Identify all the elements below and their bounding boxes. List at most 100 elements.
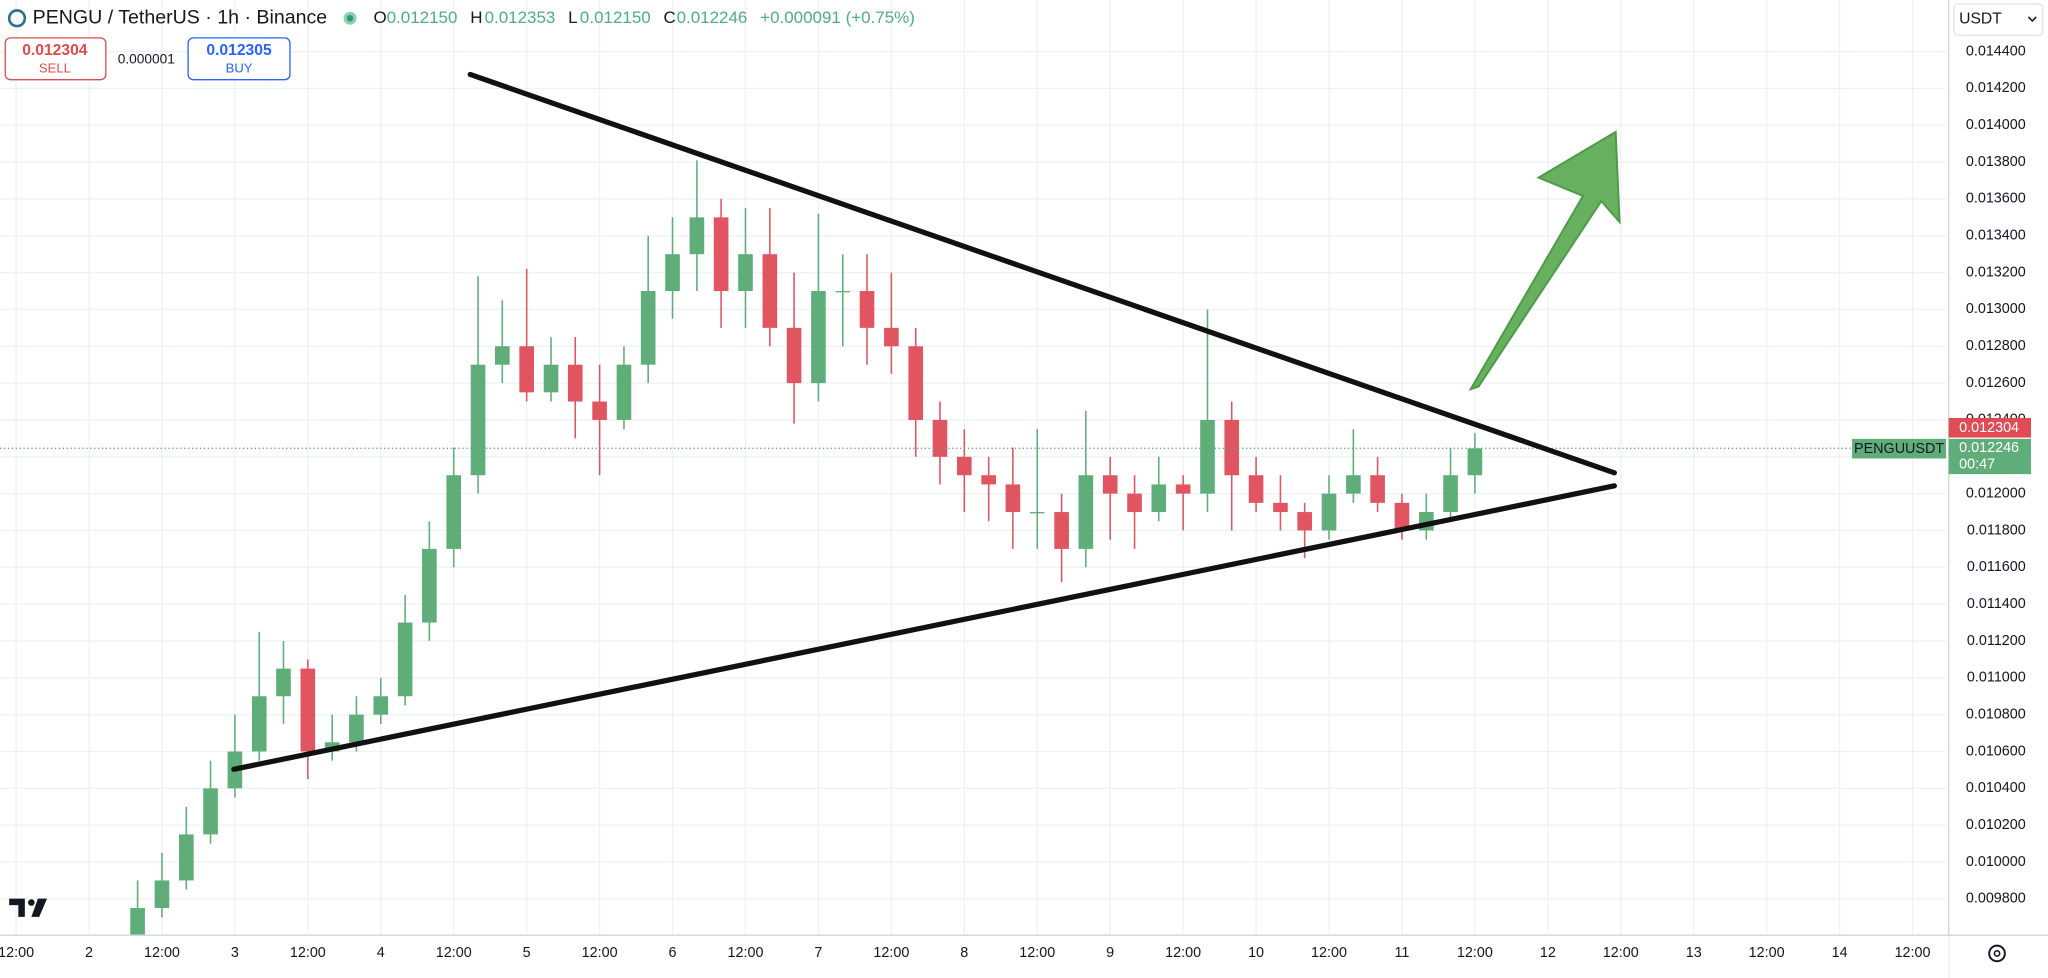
ask-tag-text: 0.012304 <box>1959 420 2019 436</box>
x-tick-label: 12:00 <box>290 945 326 961</box>
candle-body <box>1346 475 1361 494</box>
last-tag-text: 0.012246 <box>1959 440 2019 456</box>
y-tick-label: 0.013000 <box>1966 301 2026 317</box>
settings-gear <box>1988 944 2006 963</box>
logo-part <box>31 898 48 917</box>
symbol-tag-text: PENGUUSDT <box>1854 441 1944 457</box>
buy-button[interactable] <box>187 37 291 81</box>
y-tick-label: 0.011400 <box>1967 596 2026 612</box>
lower-trendline <box>231 483 1617 772</box>
candle-body <box>373 696 389 715</box>
x-tick-label: 12:00 <box>728 945 764 961</box>
candle-body <box>251 696 267 752</box>
candle-body <box>1054 512 1069 549</box>
x-tick-label: 12:00 <box>144 945 180 961</box>
candle-body <box>1151 484 1167 513</box>
x-tick-label: 2 <box>85 945 93 961</box>
candle-body <box>470 364 486 476</box>
candle-body <box>1248 475 1264 503</box>
last-tag <box>1948 438 2031 475</box>
candle-body <box>276 668 291 697</box>
candle-body <box>349 714 364 743</box>
candle-body <box>446 475 462 549</box>
x-tick-label: 6 <box>669 945 677 961</box>
y-tick-label: 0.011200 <box>1967 633 2026 649</box>
currency: USDT <box>1959 11 2002 28</box>
symbol-logo <box>7 9 27 28</box>
candle-body <box>567 364 583 402</box>
candle-body <box>713 217 729 292</box>
breakout-arrow <box>1468 130 1621 391</box>
time-axis-panel <box>0 935 1949 978</box>
candle-body <box>859 291 875 328</box>
change: +0.000091 (+0.75%) <box>760 8 915 27</box>
y-tick-label: 0.013600 <box>1966 191 2026 207</box>
candle-body <box>665 254 680 292</box>
x-tick-label: 12:00 <box>873 945 909 961</box>
candle-body <box>1005 484 1021 513</box>
symbol-tag <box>1852 438 1947 459</box>
candle-body <box>616 364 632 420</box>
x-tick-label: 4 <box>377 945 385 961</box>
x-tick-label: 14 <box>1832 945 1848 961</box>
buy-label: BUY <box>226 61 253 76</box>
candle-body <box>543 364 559 393</box>
candle-body <box>884 327 899 347</box>
candle-body <box>1200 419 1215 494</box>
axes: 0.009800 0.010000 0.010200 0.010400 0.010600… <box>0 43 2026 961</box>
y-tick-label: 0.010400 <box>1966 780 2026 796</box>
y-tick-label: 0.010600 <box>1966 743 2026 759</box>
y-tick-label: 0.011600 <box>1967 559 2026 575</box>
candle-body <box>179 834 194 881</box>
candle-body <box>957 456 972 476</box>
currency-selector[interactable] <box>1953 3 2044 36</box>
candle-body <box>130 908 145 936</box>
candle-body <box>1029 512 1045 514</box>
spread: 0.000001 <box>118 52 175 67</box>
candle-body <box>203 788 218 835</box>
x-tick-label: 12:00 <box>1165 945 1201 961</box>
candle-body <box>1078 475 1094 549</box>
x-tick-label: 12:00 <box>1457 945 1493 961</box>
price-axis-panel <box>1948 0 2048 978</box>
y-tick-label: 0.012600 <box>1966 375 2026 391</box>
candle-body <box>1102 475 1118 494</box>
candle-body <box>422 548 437 623</box>
x-tick-label: 13 <box>1686 945 1702 961</box>
candle-body <box>1370 475 1385 503</box>
y-tick-label: 0.010200 <box>1966 817 2026 833</box>
y-tick-label: 0.013400 <box>1966 228 2026 244</box>
settings-icon[interactable] <box>1988 944 2006 963</box>
x-tick-label: 12:00 <box>582 945 618 961</box>
x-tick-label: 3 <box>231 945 239 961</box>
sell-button[interactable] <box>4 37 107 81</box>
candle-body <box>762 254 778 328</box>
y-tick-label: 0.011000 <box>1967 670 2026 686</box>
x-tick-label: 5 <box>523 945 531 961</box>
candle-body <box>786 327 802 384</box>
candle-body <box>397 622 413 697</box>
y-tick-label: 0.010800 <box>1966 706 2026 722</box>
candle-body <box>519 346 534 393</box>
logo-part <box>28 899 35 906</box>
y-tick-label: 0.014400 <box>1966 43 2026 59</box>
y-tick-label: 0.014200 <box>1966 80 2026 96</box>
y-tick-label: 0.013800 <box>1966 154 2026 170</box>
candle-body <box>494 346 510 365</box>
ohlc-value: 0.012150 <box>387 8 458 27</box>
price-tags: 0.012304 0.012246 00:47 PENGUUSDT <box>1852 417 2031 475</box>
candle-body <box>1394 502 1410 531</box>
x-tick-label: 12:00 <box>1895 945 1931 961</box>
ohlc-value: 0.012150 <box>580 8 651 27</box>
sell-label: SELL <box>39 61 71 76</box>
settings-hub <box>1993 950 2001 957</box>
x-tick-label: 12:00 <box>1749 945 1785 961</box>
tradingview-logo <box>9 898 48 917</box>
x-tick-label: 8 <box>960 945 968 961</box>
candle-body <box>1443 475 1458 513</box>
y-tick-label: 0.014000 <box>1966 117 2026 133</box>
